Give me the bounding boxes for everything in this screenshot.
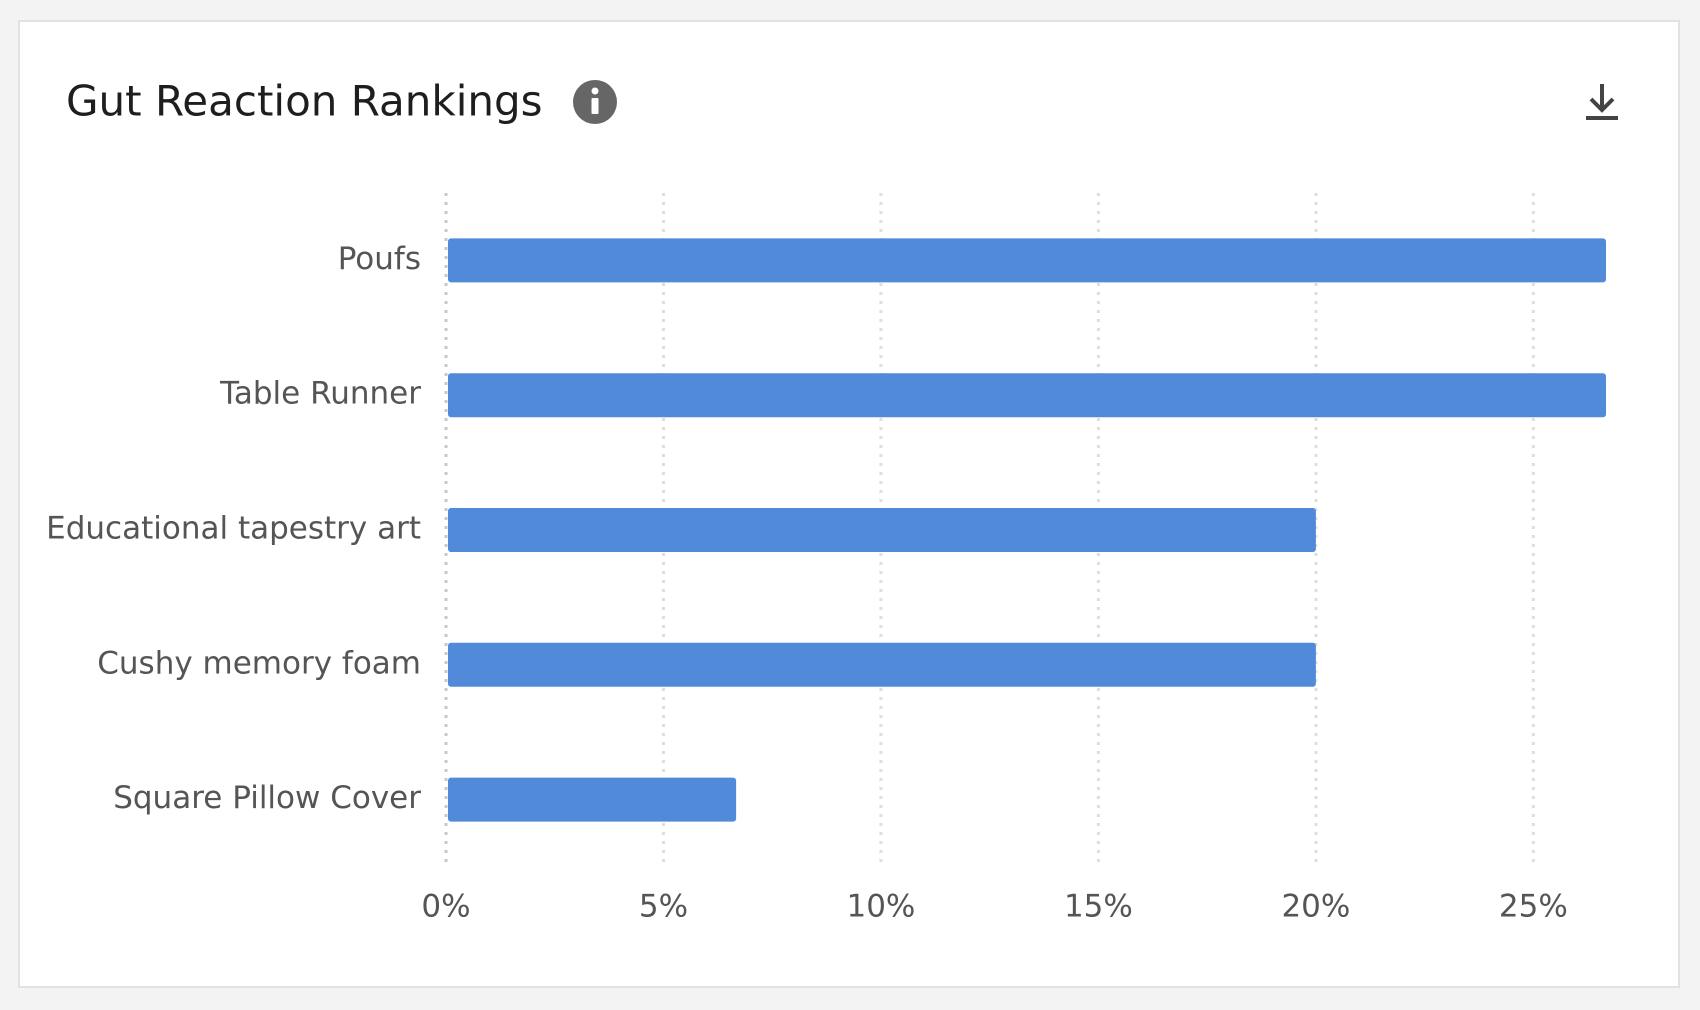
category-label: Poufs [338,241,421,277]
bar [448,777,737,822]
category-label: Table Runner [219,376,421,412]
info-icon[interactable] [573,80,617,124]
bar [448,373,1606,418]
x-tick-label: 25% [1499,889,1568,925]
category-label: Square Pillow Cover [113,780,421,816]
x-tick-label: 15% [1064,889,1133,925]
x-tick-label: 10% [846,889,915,925]
card [18,20,1680,988]
x-tick-label: 20% [1281,889,1350,925]
download-button[interactable] [1586,84,1618,120]
category-label: Educational tapestry art [46,511,421,547]
bar [448,642,1316,687]
category-label: Cushy memory foam [97,645,421,681]
x-tick-label: 0% [421,889,470,925]
bar [448,508,1316,552]
x-tick-label: 5% [639,889,688,925]
chart-title: Gut Reaction Rankings [66,77,543,126]
bar [448,238,1606,283]
